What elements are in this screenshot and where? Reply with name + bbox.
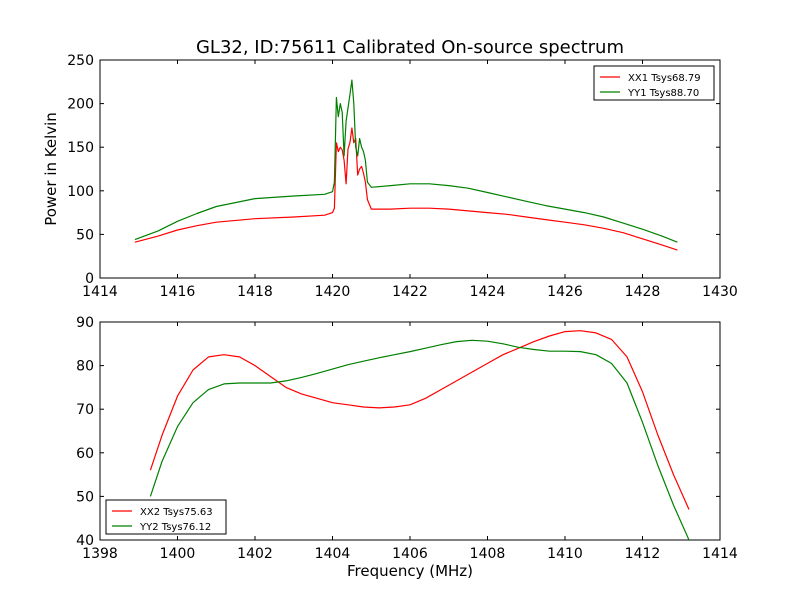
x-tick-label: 1404: [315, 546, 351, 562]
legend: XX2 Tsys75.63 YY2 Tsys76.12: [105, 499, 227, 535]
x-tick-label: 1422: [392, 284, 428, 300]
bottom-panel: 1398 1400 1402 1404 1406 1408 1410 1412 1414 40 50…: [76, 315, 738, 580]
x-tick-label: 1418: [237, 284, 273, 300]
x-tick-label: 1414: [702, 546, 738, 562]
series-group: [134, 79, 678, 251]
y-tick-label: 150: [67, 140, 94, 156]
y-tick-label: 250: [67, 53, 94, 69]
legend-label: XX1 Tsys68.79: [628, 73, 701, 84]
top-panel: 1414 1416 1418 1420 1422 1424 1426 1428 1430 0 50 1…: [42, 53, 738, 300]
x-tick-label: 1426: [547, 284, 583, 300]
x-tick-label: 1398: [82, 546, 118, 562]
x-tick-label: 1414: [82, 284, 118, 300]
legend-box: [593, 65, 715, 101]
legend-label: XX2 Tsys75.63: [140, 507, 213, 518]
x-tick-label: 1430: [702, 284, 738, 300]
y-tick-label: 50: [76, 227, 94, 243]
y-tick-label: 0: [85, 271, 94, 287]
legend: XX1 Tsys68.79 YY1 Tsys88.70: [593, 65, 715, 101]
y-tick-label: 80: [76, 359, 94, 375]
x-tick-label: 1402: [237, 546, 273, 562]
x-tick-label: 1406: [392, 546, 428, 562]
y-tick-label: 40: [76, 533, 94, 549]
x-tick-label: 1410: [547, 546, 583, 562]
y-tick-label: 50: [76, 489, 94, 505]
series-line-xx: [134, 127, 678, 251]
x-tick-label: 1408: [470, 546, 506, 562]
legend-box: [105, 499, 227, 535]
y-tick-label: 100: [67, 184, 94, 200]
y-axis-label: Power in Kelvin: [42, 112, 60, 226]
x-tick-label: 1400: [160, 546, 196, 562]
legend-label: YY2 Tsys76.12: [139, 522, 211, 533]
series-line-yy: [134, 79, 678, 243]
figure-title: GL32, ID:75611 Calibrated On-source spec…: [196, 37, 624, 58]
x-tick-label: 1424: [470, 284, 506, 300]
x-tick-label: 1412: [625, 546, 661, 562]
y-tick-label: 90: [76, 315, 94, 331]
series-line-yy: [149, 339, 690, 540]
y-tick-label: 200: [67, 97, 94, 113]
series-line-xx: [149, 330, 690, 510]
x-tick-label: 1428: [625, 284, 661, 300]
x-tick-label: 1416: [160, 284, 196, 300]
series-group: [149, 330, 690, 540]
x-tick-label: 1420: [315, 284, 351, 300]
legend-label: YY1 Tsys88.70: [627, 88, 699, 99]
y-tick-label: 70: [76, 402, 94, 418]
x-axis-label: Frequency (MHz): [347, 562, 473, 580]
y-tick-label: 60: [76, 446, 94, 462]
